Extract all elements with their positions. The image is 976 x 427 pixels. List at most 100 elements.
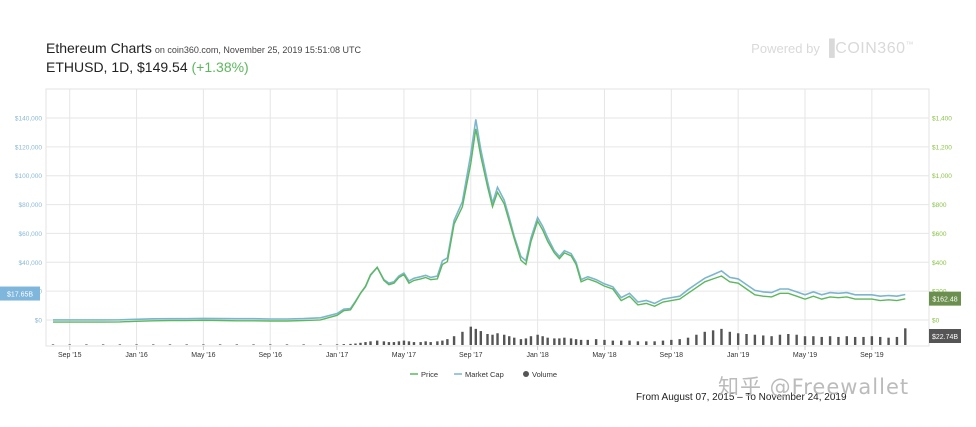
right-tick-label: $600 bbox=[932, 231, 947, 238]
volume-bar bbox=[686, 337, 690, 345]
legend-label: Market Cap bbox=[465, 370, 504, 379]
volume-badge-label: $22.74B bbox=[932, 334, 958, 341]
volume-bar bbox=[546, 337, 549, 345]
volume-bar bbox=[235, 344, 239, 345]
right-tick-label: $0 bbox=[932, 318, 940, 325]
volume-bar bbox=[728, 331, 732, 345]
volume-bar bbox=[579, 339, 583, 345]
price-line bbox=[53, 128, 906, 323]
volume-badge bbox=[929, 329, 961, 343]
volume-bar bbox=[152, 344, 155, 345]
volume-bar bbox=[486, 334, 489, 345]
volume-bar bbox=[402, 340, 406, 345]
watermark: 知乎 @Freewallet bbox=[718, 375, 910, 399]
volume-bar bbox=[369, 341, 372, 345]
volume-bar bbox=[397, 341, 401, 345]
volume-bar bbox=[536, 334, 539, 345]
legend-item[interactable]: Market Cap bbox=[454, 370, 504, 379]
volume-bar bbox=[168, 344, 172, 345]
volume-bar bbox=[895, 336, 899, 345]
volume-bar bbox=[828, 336, 832, 345]
x-tick-label: May '17 bbox=[392, 352, 416, 359]
volume-bar bbox=[558, 338, 561, 345]
volume-bar bbox=[419, 342, 422, 345]
brand-tm: ™ bbox=[905, 40, 914, 49]
volume-bar bbox=[653, 341, 656, 345]
volume-bar bbox=[446, 339, 449, 345]
volume-bar bbox=[853, 336, 857, 345]
volume-bar bbox=[845, 336, 848, 345]
x-axis: Sep '15 Jan '16 May '16 Sep '16 Jan '17 May '… bbox=[58, 346, 884, 359]
volume-bar bbox=[407, 341, 411, 345]
volume-bar bbox=[424, 341, 427, 345]
volume-bar bbox=[795, 334, 798, 345]
volume-bar bbox=[452, 336, 456, 345]
market-cap-badge bbox=[0, 286, 40, 301]
volume-bar bbox=[619, 340, 623, 345]
volume-bar bbox=[319, 344, 322, 345]
volume-bar bbox=[695, 334, 698, 345]
x-tick-label: Sep '18 bbox=[660, 352, 684, 359]
volume-bar bbox=[720, 328, 723, 345]
left-tick-label: $100,000 bbox=[15, 173, 42, 180]
volume-bar bbox=[364, 342, 367, 345]
volume-bar bbox=[85, 344, 88, 345]
volume-bar bbox=[753, 334, 757, 345]
volume-bar bbox=[392, 342, 396, 345]
volume-bar bbox=[469, 326, 472, 345]
chart-title: Ethereum Charts bbox=[46, 40, 152, 56]
legend-label: Price bbox=[421, 370, 438, 379]
volume-bar bbox=[382, 341, 386, 345]
legend-item[interactable]: Price bbox=[410, 370, 438, 379]
volume-bar bbox=[611, 340, 615, 345]
brand-name: COIN360 bbox=[835, 40, 906, 57]
volume-bar bbox=[661, 340, 665, 345]
powered-by[interactable]: Powered by ▐COIN360™ bbox=[751, 40, 914, 58]
volume-bar bbox=[574, 339, 578, 345]
volume-bar bbox=[218, 344, 222, 345]
volume-bar bbox=[636, 341, 640, 345]
powered-by-label: Powered by bbox=[751, 41, 820, 56]
volume-bar bbox=[412, 342, 416, 345]
volume-bar bbox=[359, 342, 362, 345]
left-tick-label: $0 bbox=[35, 318, 43, 325]
right-tick-label: $1,000 bbox=[932, 173, 952, 180]
market-cap-line bbox=[53, 119, 906, 321]
volume-bar bbox=[645, 341, 648, 345]
volume-bar bbox=[496, 333, 499, 345]
volume-bar bbox=[513, 337, 516, 345]
coin360-logo: ▐COIN360™ bbox=[823, 40, 914, 57]
volume-bar bbox=[837, 336, 840, 345]
volume-bar bbox=[101, 344, 105, 345]
volume-bar bbox=[603, 339, 606, 345]
plot-border bbox=[45, 88, 930, 347]
price-badge bbox=[929, 291, 961, 306]
volume-bar bbox=[553, 338, 556, 345]
volume-bar bbox=[269, 344, 272, 345]
volume-bar bbox=[569, 338, 573, 345]
x-tick-label: Jan '17 bbox=[326, 352, 348, 359]
x-tick-label: Jan '16 bbox=[125, 352, 147, 359]
pair-label: ETHUSD, 1D, bbox=[46, 59, 134, 75]
volume-bar bbox=[628, 340, 631, 345]
volume-bar bbox=[711, 330, 715, 345]
volume-bar bbox=[904, 328, 907, 345]
price-change: (+1.38%) bbox=[191, 59, 249, 75]
x-tick-label: Sep '17 bbox=[459, 352, 483, 359]
chart-header: Ethereum Charts on coin360.com, November … bbox=[46, 40, 361, 75]
volume-bar bbox=[387, 342, 391, 345]
x-tick-label: Sep '16 bbox=[258, 352, 282, 359]
x-tick-label: Sep '19 bbox=[860, 352, 884, 359]
volume-bar bbox=[787, 334, 790, 345]
volume-bar bbox=[563, 337, 566, 345]
volume-bar bbox=[285, 344, 289, 345]
chart-subtitle: on coin360.com, November 25, 2019 15:51:… bbox=[154, 45, 361, 55]
volume-bar bbox=[887, 337, 890, 345]
volume-bar bbox=[678, 339, 681, 345]
volume-bar bbox=[503, 334, 506, 345]
legend-item[interactable]: Volume bbox=[523, 370, 557, 379]
x-tick-label: Jan '19 bbox=[727, 352, 749, 359]
volume-bar bbox=[135, 344, 138, 345]
volume-bar bbox=[736, 333, 740, 345]
